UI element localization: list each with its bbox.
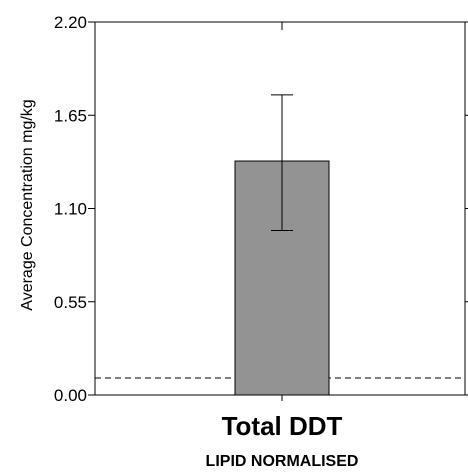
y-tick-label: 0.55 bbox=[54, 293, 87, 312]
category-subtitle: LIPID NORMALISED bbox=[206, 453, 359, 470]
category-label: Total DDT bbox=[222, 411, 343, 441]
y-tick-layer: 0.00 0.55 1.10 1.65 2.20 bbox=[54, 13, 468, 405]
error-bar-layer bbox=[271, 94, 293, 232]
y-axis-title: Average Concentration mg/kg bbox=[19, 99, 36, 310]
y-tick-label: 0.00 bbox=[54, 386, 87, 405]
y-tick-label: 2.20 bbox=[54, 13, 87, 32]
y-tick-label: 1.65 bbox=[54, 106, 87, 125]
y-tick-label: 1.10 bbox=[54, 200, 87, 219]
